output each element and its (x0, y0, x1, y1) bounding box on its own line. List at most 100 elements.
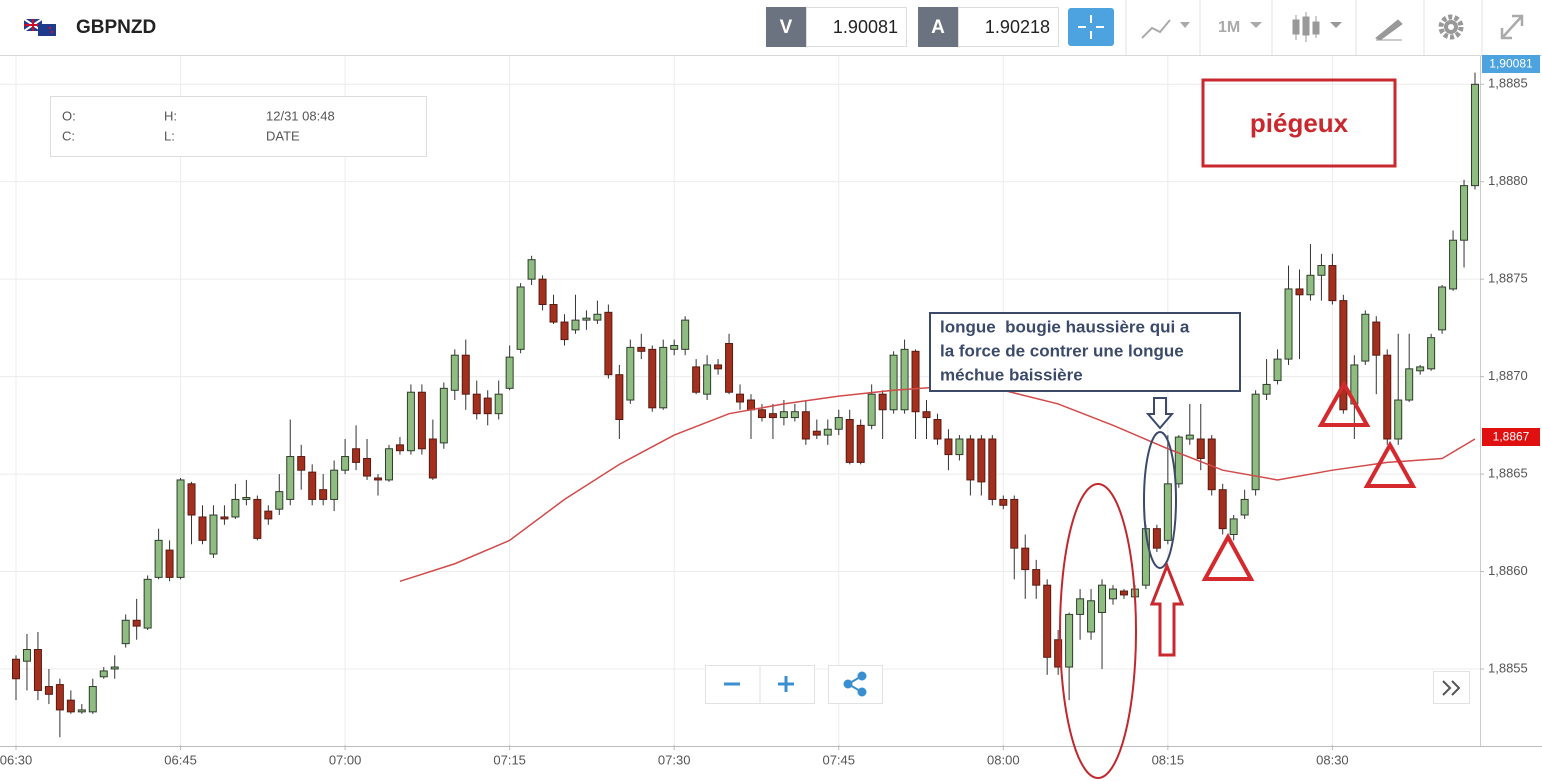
crosshair-button[interactable] (1068, 8, 1114, 46)
sell-label[interactable]: V (780, 17, 793, 38)
trap-box (1201, 78, 1397, 168)
candle-body (1229, 518, 1238, 536)
sell-price[interactable]: 1.90081 (833, 17, 898, 37)
note-line: la force de contrer une longue (940, 341, 1184, 360)
candle-style-button[interactable] (1292, 12, 1342, 42)
candle-body (1240, 498, 1249, 516)
drawing-tools-button[interactable] (1375, 19, 1403, 41)
candle-body (253, 498, 262, 539)
sell-button[interactable] (766, 7, 806, 47)
candle-body (12, 658, 20, 680)
candle-body (450, 354, 459, 391)
scroll-end-icon (1442, 680, 1461, 696)
buy-label[interactable]: A (931, 17, 945, 38)
candle-body (549, 304, 558, 323)
down-arrow (1145, 397, 1175, 430)
candle-body (768, 413, 777, 419)
candle-body (77, 709, 86, 713)
candle-body (582, 317, 591, 321)
candle-body (352, 448, 361, 463)
candle-body (1076, 598, 1085, 615)
candle-body (944, 438, 953, 456)
ma-price-tag-label: 1,8867 (1493, 430, 1530, 444)
plot-area: 1,8855 1,8860 1,8865 1,8870 1,8875 1,8880 1,88… (0, 56, 1528, 767)
x-tick-label: 07:30 (658, 752, 691, 767)
candle-body (1152, 528, 1161, 549)
candle-body (1339, 300, 1348, 411)
candle-body (593, 313, 602, 321)
trap-label: piégeux (1250, 108, 1349, 138)
candle-body (132, 619, 141, 627)
candle-body (933, 419, 942, 440)
candle-body (1262, 383, 1271, 395)
candle-body (845, 419, 854, 463)
candle-body (1317, 265, 1326, 276)
fullscreen-button[interactable] (1500, 14, 1524, 40)
ma-price-tag (1482, 428, 1540, 446)
candle-body (472, 393, 481, 415)
candle-body (725, 343, 734, 393)
candle-body (648, 348, 657, 409)
candle-body (176, 479, 185, 578)
candle-body (143, 578, 152, 629)
candle-body (1218, 489, 1227, 530)
y-tick-label: 1,8880 (1488, 173, 1528, 188)
candle-body (615, 374, 624, 421)
candle-body (878, 393, 887, 411)
buy-price[interactable]: 1.90218 (985, 17, 1050, 37)
candle-body (1438, 286, 1447, 331)
candle-body (889, 354, 898, 411)
candle-body (790, 411, 799, 419)
candle-body (1174, 436, 1183, 485)
candle-body (867, 393, 876, 426)
triangle-marker (1317, 379, 1371, 427)
candle-body (110, 666, 119, 670)
candle-body (1021, 547, 1030, 571)
candle-body (1427, 337, 1436, 370)
y-tick-label: 1,8870 (1488, 368, 1528, 383)
candle-body (1361, 313, 1370, 362)
note-line: méchue baissière (940, 365, 1083, 384)
candle-body (955, 438, 964, 456)
sell-price-box[interactable] (806, 7, 907, 47)
candle-body (670, 344, 679, 350)
y-tick-label: 1,8855 (1488, 660, 1528, 675)
toolbar-separators (1125, 0, 1483, 55)
current-price-tag-label: 1,90081 (1489, 57, 1533, 71)
candle-body (231, 498, 240, 518)
candle-body (1394, 399, 1403, 440)
share-icon (843, 671, 867, 697)
chart-type-button[interactable] (1141, 19, 1190, 39)
candle-body (1032, 569, 1041, 586)
candle-body (209, 514, 218, 555)
candle-body (560, 321, 569, 341)
candle-body (384, 448, 393, 481)
candle-body (1328, 265, 1337, 302)
candle-body (637, 346, 646, 352)
buy-price-box[interactable] (958, 7, 1059, 47)
candle-body (66, 699, 75, 713)
buy-button[interactable] (918, 7, 958, 47)
candle-body (406, 391, 415, 452)
settings-button[interactable] (1438, 14, 1464, 40)
zoom-in-button[interactable] (778, 676, 794, 692)
symbol: GBPNZD (76, 17, 156, 38)
candle-body (275, 491, 284, 510)
candle-ellipse (1143, 431, 1177, 569)
share-button[interactable] (828, 665, 883, 704)
candle-body (966, 438, 975, 481)
candle-body (461, 354, 470, 395)
candle-body (746, 399, 755, 411)
candle-body (911, 350, 920, 413)
candle-body (99, 670, 108, 678)
candle-body (1295, 288, 1304, 296)
candle-body (812, 430, 821, 436)
candle-body (1119, 590, 1128, 596)
info-box (50, 96, 427, 157)
candle-body (1273, 358, 1282, 382)
timeframe-button[interactable]: 1M (1218, 19, 1240, 36)
candle-body (681, 319, 690, 350)
candle-body (1405, 368, 1414, 401)
scroll-end-button[interactable] (1433, 671, 1470, 704)
